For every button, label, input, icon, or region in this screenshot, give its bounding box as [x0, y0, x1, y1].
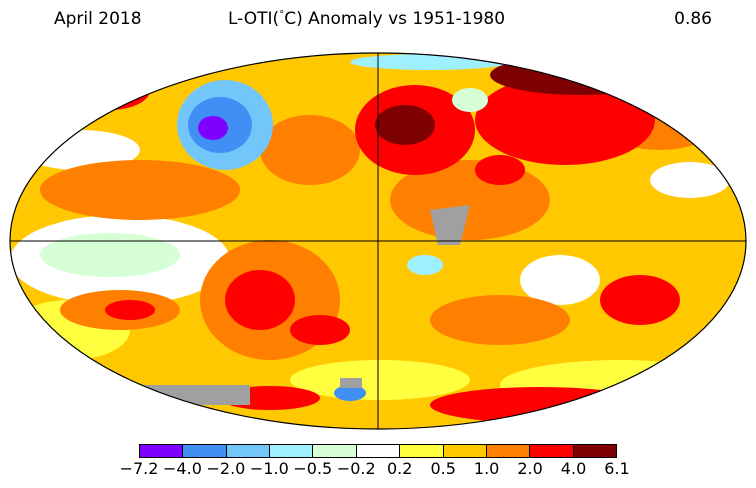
colorbar-tick-label: −1.0 — [249, 459, 289, 478]
region-scandinavia-pale — [452, 88, 488, 112]
colorbar-segment — [140, 445, 184, 457]
region-spac-red — [105, 300, 155, 320]
colorbar — [139, 444, 617, 458]
map-title: L-OTI(°C) Anomaly vs 1951-1980 — [228, 9, 505, 29]
region-antarctic-red-e — [430, 387, 650, 423]
region-wpac-white — [650, 162, 730, 198]
region-europe-darkred — [375, 105, 435, 145]
colorbar-tick-label: 4.0 — [560, 459, 587, 478]
region-missing-antarctica — [90, 385, 250, 405]
region-eafrica-cyan — [407, 255, 443, 275]
colorbar-tick-label: 0.5 — [430, 459, 456, 478]
region-alaska-red — [70, 70, 150, 110]
colorbar-tick-label: 2.0 — [517, 459, 543, 478]
region-alaska-darkred — [85, 80, 135, 100]
colorbar-tick-label: 6.1 — [604, 459, 630, 478]
colorbar-segment — [530, 445, 574, 457]
title-part: C) Anomaly vs 1951-1980 — [284, 9, 506, 29]
colorbar-segment — [226, 445, 271, 457]
colorbar-segment — [443, 445, 487, 457]
region-satl-yellow — [290, 360, 470, 400]
colorbar-segment — [313, 445, 357, 457]
region-sindian-orange — [430, 295, 570, 345]
colorbar-segment — [183, 445, 227, 457]
colorbar-segment — [400, 445, 444, 457]
region-weddell-blue — [334, 385, 366, 401]
global-mean-value: 0.86 — [674, 9, 712, 29]
colorbar-tick-label: 1.0 — [473, 459, 500, 478]
region-satl-red — [290, 315, 350, 345]
map-border — [9, 52, 747, 430]
region-npac-orange — [40, 160, 240, 220]
region-natl-orange — [260, 115, 360, 185]
colorbar-tick-label: −0.2 — [336, 459, 376, 478]
region-indian-white — [520, 255, 600, 305]
date-label: April 2018 — [54, 9, 142, 29]
colorbar-tick-label: −0.5 — [293, 459, 333, 478]
title-part: L-OTI( — [228, 9, 280, 29]
region-pacific-pale — [40, 233, 180, 277]
colorbar-tick-label: 0.2 — [386, 459, 413, 478]
region-siberia-red — [475, 75, 655, 165]
region-arctic-cyan — [350, 54, 510, 70]
colorbar-tick-label: −2.0 — [206, 459, 246, 478]
degree-symbol: ° — [279, 9, 285, 21]
world-map — [9, 52, 747, 430]
colorbar-segment — [356, 445, 401, 457]
region-arctic-darkred — [490, 55, 670, 95]
colorbar-segment — [270, 445, 314, 457]
colorbar-segment — [573, 445, 616, 457]
region-missing-eafrica — [430, 205, 470, 245]
region-namerica-purple — [198, 116, 228, 140]
colorbar-tick-label: −7.2 — [119, 459, 159, 478]
region-missing-antarctica-2 — [340, 378, 362, 388]
region-asia-red — [475, 155, 525, 185]
colorbar-segment — [486, 445, 531, 457]
region-argentina-red — [225, 270, 295, 330]
region-australia-red — [600, 275, 680, 325]
colorbar-tick-label: −4.0 — [163, 459, 202, 478]
